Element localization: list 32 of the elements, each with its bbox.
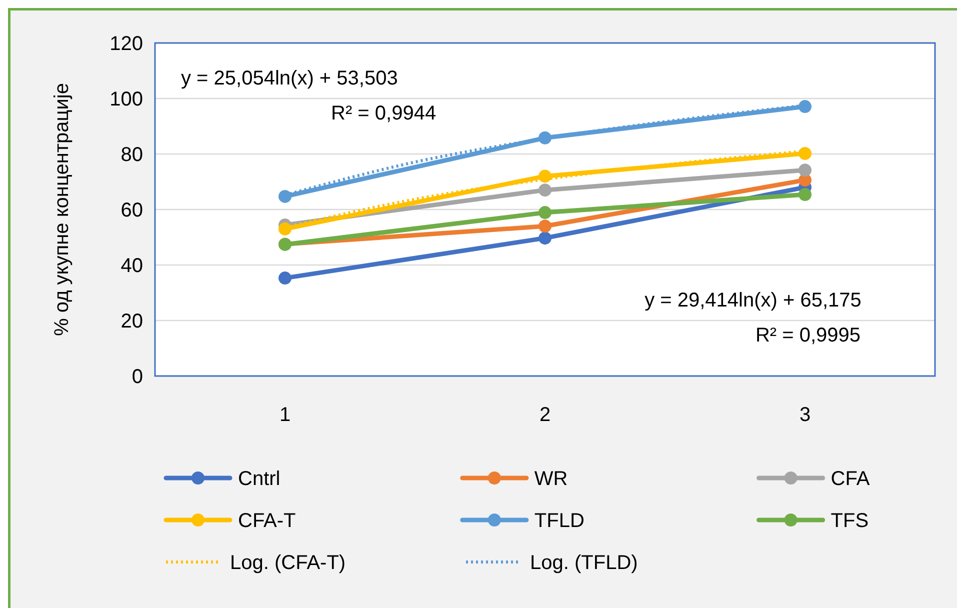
point	[798, 188, 812, 202]
legend-label: TFLD	[534, 510, 584, 532]
point	[538, 206, 552, 220]
point	[538, 232, 552, 245]
legend-label: Cntrl	[238, 468, 280, 490]
legend-label: TFS	[830, 510, 869, 532]
y-tick-label: 80	[120, 144, 143, 166]
y-tick-label: 40	[120, 255, 143, 277]
legend-label: CFA-T	[238, 510, 296, 532]
y-tick-label: 120	[110, 33, 143, 55]
annotation: y = 25,054ln(x) + 53,503 R² = 0,9944	[181, 68, 436, 125]
y-tick-label: 100	[110, 88, 143, 110]
y-axis-title: % од укупне концентрације	[51, 83, 73, 336]
legend-label: Log. (TFLD)	[530, 552, 638, 574]
x-tick-label: 2	[539, 404, 551, 426]
point	[798, 164, 812, 177]
legend-label: CFA	[830, 468, 870, 490]
y-tick-label: 60	[120, 200, 143, 222]
legend-label: Log. (CFA-T)	[230, 552, 346, 574]
point	[798, 146, 812, 160]
point	[278, 272, 292, 285]
point	[278, 222, 292, 236]
x-tick-label: 1	[279, 404, 291, 426]
point	[278, 190, 292, 203]
point	[798, 100, 812, 114]
point	[538, 184, 552, 197]
legend-label: WR	[534, 468, 568, 490]
y-tick-label: 0	[132, 366, 143, 388]
annotation: y = 29,414ln(x) + 65,175 R² = 0,9995	[644, 290, 862, 347]
point	[538, 220, 552, 233]
y-tick-label: 20	[120, 310, 143, 332]
x-tick-label: 3	[799, 404, 811, 426]
